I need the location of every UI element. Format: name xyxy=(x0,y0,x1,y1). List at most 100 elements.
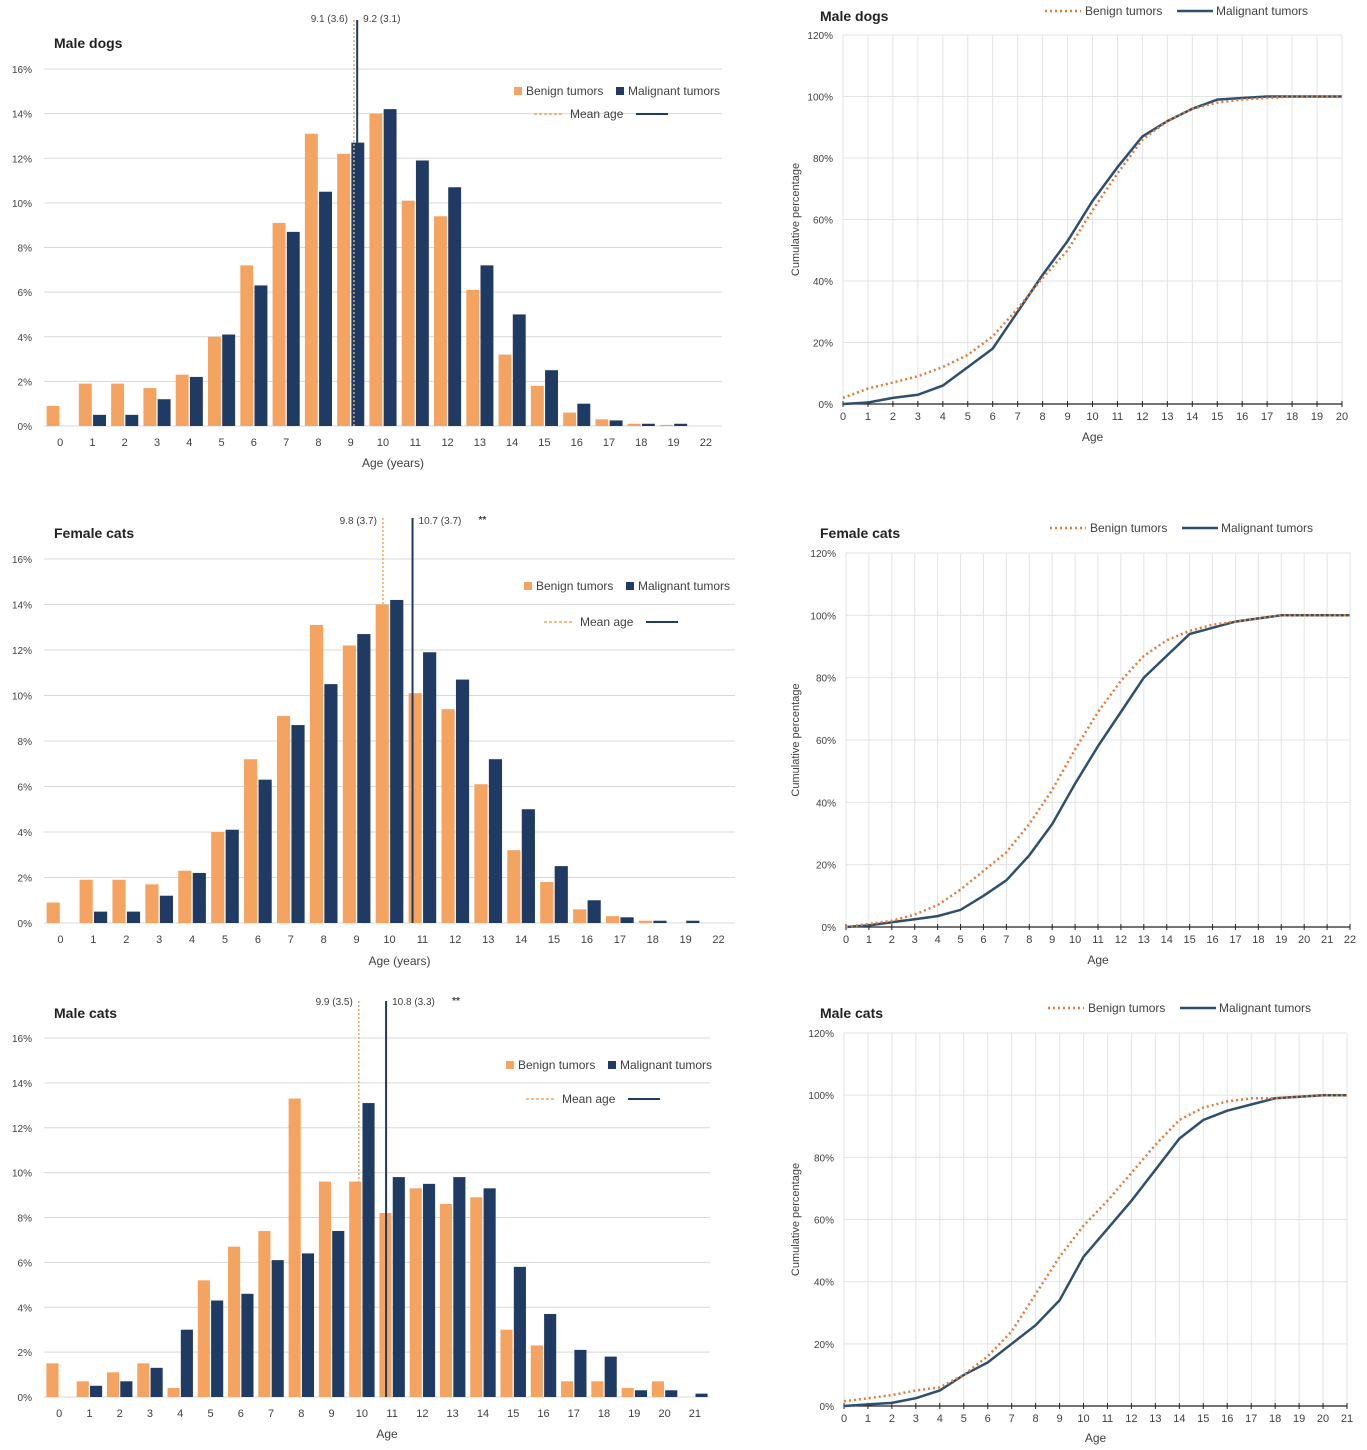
bar-benign xyxy=(244,759,258,923)
chart-title: Male cats xyxy=(54,1005,117,1021)
bar-benign xyxy=(627,423,641,426)
x-tick-label: 19 xyxy=(1293,1413,1305,1425)
y-axis-label: Cumulative percentage xyxy=(790,683,802,796)
x-tick-label: 11 xyxy=(1092,934,1103,946)
x-tick-label: 12 xyxy=(416,1408,428,1420)
x-tick-label: 20 xyxy=(658,1408,670,1420)
legend-label-malignant: Malignant tumors xyxy=(620,1058,712,1072)
bar-benign xyxy=(106,1372,120,1397)
bar-malignant xyxy=(544,1313,557,1397)
y-tick-label: 16% xyxy=(12,555,32,566)
significance-marker: ** xyxy=(479,515,487,526)
bar-benign xyxy=(530,1345,543,1397)
x-tick-label: 12 xyxy=(1136,411,1148,423)
legend-label-benign: Benign tumors xyxy=(1085,4,1162,18)
bar-benign xyxy=(79,879,93,923)
legend-swatch-benign xyxy=(506,1061,514,1069)
bar-malignant xyxy=(448,187,462,426)
y-tick-label: 0% xyxy=(820,1402,835,1413)
y-tick-label: 40% xyxy=(813,277,833,288)
y-tick-label: 4% xyxy=(18,333,33,344)
x-tick-label: 14 xyxy=(1173,1413,1185,1425)
x-tick-label: 14 xyxy=(1186,411,1198,423)
x-tick-label: 19 xyxy=(1311,411,1323,423)
bar-malignant xyxy=(271,1260,284,1397)
bar-malignant xyxy=(512,314,526,426)
x-tick-label: 19 xyxy=(1275,934,1287,946)
bar-benign xyxy=(78,383,92,426)
bar-malignant xyxy=(554,866,568,923)
y-tick-label: 120% xyxy=(808,1029,834,1040)
x-tick-label: 5 xyxy=(965,411,971,423)
bar-benign xyxy=(175,374,189,426)
legend-swatch-malignant xyxy=(608,1061,616,1069)
x-tick-label: 3 xyxy=(147,1408,153,1420)
x-tick-label: 1 xyxy=(89,437,95,449)
legend-swatch-malignant xyxy=(616,87,624,95)
bar-benign xyxy=(111,383,125,426)
x-tick-label: 6 xyxy=(980,934,986,946)
y-tick-label: 10% xyxy=(12,692,32,703)
x-tick-label: 18 xyxy=(598,1408,610,1420)
legend-label-benign: Benign tumors xyxy=(526,84,603,98)
legend-label-benign: Benign tumors xyxy=(518,1058,595,1072)
x-tick-label: 13 xyxy=(482,934,494,946)
x-tick-label: 7 xyxy=(1009,1413,1015,1425)
y-tick-label: 120% xyxy=(807,31,833,42)
x-tick-label: 0 xyxy=(840,411,846,423)
bar-benign xyxy=(441,709,455,923)
bar-malignant xyxy=(653,920,667,923)
line-chart-male-dogs: 0 1 2 3 4 5 6 7 8 9 10 11 12 13 14 15 16 17 18 19 20 0% 20% 40%… xyxy=(780,0,1367,465)
x-tick-label: 10 xyxy=(1069,934,1081,946)
bar-malignant xyxy=(609,420,623,426)
y-tick-label: 6% xyxy=(18,1258,33,1269)
x-tick-label: 10 xyxy=(1086,411,1098,423)
bar-benign xyxy=(208,336,221,426)
bar-malignant xyxy=(392,1177,405,1397)
x-tick-label: 4 xyxy=(940,411,946,423)
x-tick-label: 5 xyxy=(961,1413,967,1425)
bar-malignant xyxy=(125,414,139,426)
bar-malignant xyxy=(211,1300,224,1397)
y-tick-label: 60% xyxy=(814,1216,834,1227)
bar-chart-svg: 0%2%4%6%8%10%12%14%16%0 1 2 3 4 5 6 7 8 9 10 11 12 13… xyxy=(12,14,722,470)
x-tick-label: 4 xyxy=(937,1413,943,1425)
legend-swatch-benign xyxy=(514,87,522,95)
bar-malignant xyxy=(423,652,437,923)
legend-label-benign: Benign tumors xyxy=(1090,521,1167,535)
x-tick-label: 4 xyxy=(935,934,941,946)
x-tick-label: 19 xyxy=(667,437,679,449)
y-tick-label: 6% xyxy=(18,288,33,299)
legend-swatch-benign xyxy=(524,582,532,590)
bar-chart-male-cats: 0% 2% 4% 6% 8% 10% 12% 14% 16% 0 1 2 3 4 5 6 7 8 9 10 11 12 13… xyxy=(0,985,760,1448)
bar-benign xyxy=(621,1388,634,1397)
bar-malignant xyxy=(301,1253,315,1397)
bar-benign xyxy=(507,850,521,923)
x-tick-label: 20 xyxy=(1336,411,1348,423)
bar-benign xyxy=(434,216,447,426)
bar-benign xyxy=(530,385,544,426)
bar-malignant xyxy=(480,265,494,426)
x-tick-label: 10 xyxy=(356,1408,368,1420)
bar-benign xyxy=(470,1197,483,1397)
y-tick-label: 40% xyxy=(814,1278,834,1289)
legend-swatch-malignant xyxy=(626,582,634,590)
x-tick-label: 3 xyxy=(154,437,160,449)
bar-benign xyxy=(272,222,286,426)
bar-malignant xyxy=(577,403,591,426)
bar-benign xyxy=(342,645,356,923)
bar-benign xyxy=(595,419,609,426)
x-tick-label: 11 xyxy=(410,437,421,449)
mean-label-malignant: 10.8 (3.3) xyxy=(392,997,435,1008)
mean-label-benign: 9.8 (3.7) xyxy=(340,516,377,527)
x-tick-label: 17 xyxy=(1229,934,1241,946)
bar-benign xyxy=(498,354,512,426)
x-tick-label: 11 xyxy=(1112,411,1123,423)
y-tick-label: 12% xyxy=(12,1124,32,1135)
bar-malignant xyxy=(189,376,203,426)
bar-benign xyxy=(409,1188,422,1397)
x-tick-label: 22 xyxy=(712,934,724,946)
x-tick-label: 18 xyxy=(1269,1413,1281,1425)
bar-malignant xyxy=(93,414,106,426)
bar-benign xyxy=(606,916,620,923)
